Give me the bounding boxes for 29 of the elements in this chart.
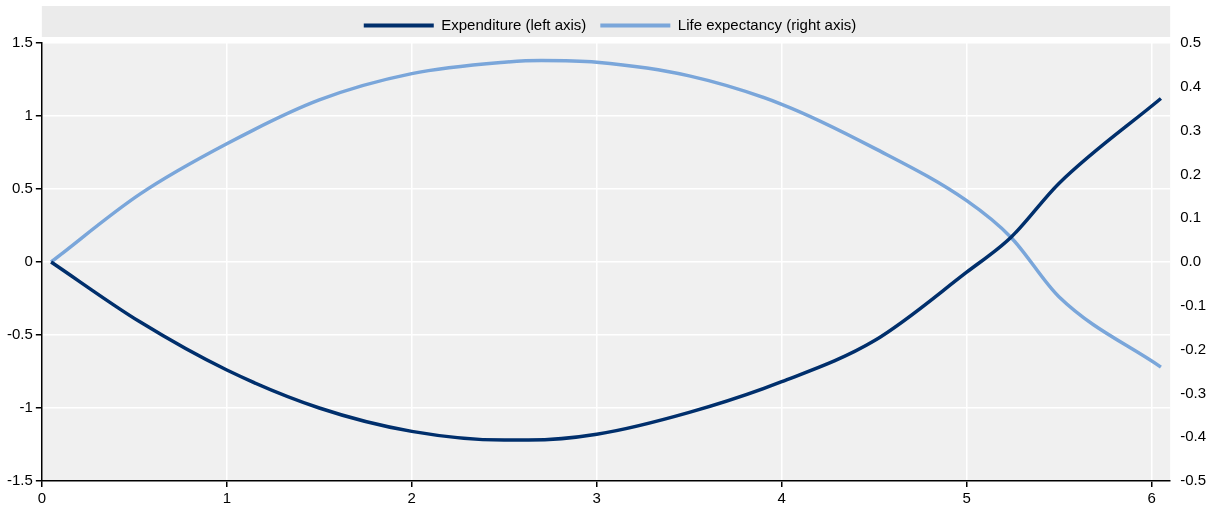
x-tick-label: 2 (407, 489, 416, 507)
legend-label: Expenditure (left axis) (441, 15, 587, 33)
legend-label: Life expectancy (right axis) (677, 15, 857, 33)
line-series (49, 58, 1163, 369)
y2-tick-label: 0.0 (1180, 252, 1202, 270)
y2-tick-label: -0.3 (1180, 383, 1207, 401)
x-tick-label: 6 (1147, 489, 1156, 507)
x-tick-label: 1 (222, 489, 231, 507)
y2-tick-label: 0.2 (1180, 164, 1202, 182)
y2-tick-label: 0.5 (1180, 33, 1202, 51)
y2-tick-label: -0.1 (1180, 295, 1207, 313)
x-tick-label: 4 (777, 489, 786, 507)
y-tick-label: 1.5 (11, 33, 33, 51)
y2-tick-label: 0.4 (1180, 76, 1202, 94)
y-tick-label: -1 (19, 398, 33, 416)
y2-tick-label: -0.4 (1180, 427, 1207, 445)
y-tick-label: 0 (24, 252, 33, 270)
y2-tick-label: 0.3 (1180, 120, 1202, 138)
y-tick-label: -0.5 (6, 325, 33, 343)
y2-tick-label: 0.1 (1180, 208, 1202, 226)
y-tick-label: 0.5 (11, 179, 33, 197)
y2-tick-label: -0.2 (1180, 339, 1207, 357)
y-tick-label: -1.5 (6, 471, 33, 489)
line-series (49, 96, 1163, 442)
y2-tick-label: -0.5 (1180, 471, 1207, 489)
x-tick-label: 5 (962, 489, 971, 507)
x-tick-label: 0 (37, 489, 47, 507)
x-tick-label: 3 (592, 489, 601, 507)
y-tick-label: 1 (24, 106, 33, 124)
